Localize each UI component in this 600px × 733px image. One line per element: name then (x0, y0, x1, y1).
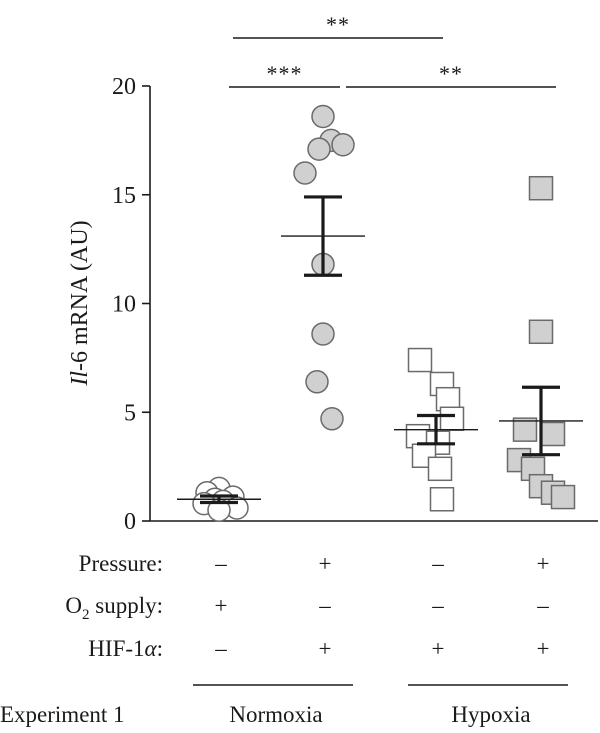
condition-value: + (537, 551, 550, 576)
y-tick-label: 20 (112, 74, 136, 100)
data-point-group-2 (320, 407, 344, 431)
condition-value: – (431, 551, 444, 576)
condition-label-o2: O2 supply: (65, 593, 163, 623)
condition-value: – (431, 593, 444, 618)
significance-layer: ***** ** (229, 12, 556, 88)
y-axis-label-rest: -6 mRNA (AU) (67, 220, 93, 371)
condition-label-hif: HIF-1α: (88, 636, 163, 661)
condition-value: + (537, 636, 550, 661)
condition-value: – (318, 593, 331, 618)
condition-value: – (536, 593, 549, 618)
points-layer (192, 104, 576, 522)
condition-label-pressure: Pressure: (79, 551, 163, 576)
significance-label: *** (267, 61, 303, 86)
condition-value: – (214, 551, 227, 576)
data-point-group-2 (305, 370, 329, 394)
data-point-group-4 (540, 421, 566, 447)
hif-label-italic: α (145, 636, 158, 661)
y-tick-label: 5 (124, 400, 136, 426)
data-point-group-2 (331, 132, 355, 157)
condition-value: + (215, 593, 228, 618)
experiment-label: Experiment 1 (0, 702, 125, 727)
y-tick-label: 0 (124, 509, 136, 535)
data-point-group-3 (427, 456, 453, 482)
data-point-group-2 (311, 104, 335, 129)
data-point-group-3 (407, 347, 433, 373)
axes-layer: Il-6 mRNA (AU) (67, 86, 598, 522)
data-point-group-2 (307, 137, 331, 161)
data-point-group-4 (528, 319, 554, 345)
condition-value: + (432, 636, 445, 661)
y-axis-label-italic: Il (67, 371, 93, 387)
mean-error-layer (177, 195, 583, 505)
data-point-group-4 (550, 484, 576, 510)
hif-label-rest: : (157, 636, 163, 661)
significance-label: ** (326, 12, 350, 37)
hypoxia-header: Hypoxia (451, 702, 530, 727)
o2-label-main: O (65, 593, 82, 618)
y-tick-label: 10 (112, 292, 136, 318)
tick-layer: 0 5 10 15 20 (112, 74, 150, 535)
y-tick-label: 15 (112, 183, 136, 209)
data-point-group-4 (512, 417, 538, 442)
conditions-table: Pressure: O2 supply: HIF-1α: Experiment … (0, 551, 568, 727)
data-point-group-2 (293, 161, 317, 185)
data-point-group-2 (311, 322, 335, 346)
significance-label: ** (439, 61, 463, 86)
condition-value: – (214, 636, 227, 661)
data-point-group-3 (429, 487, 455, 512)
y-axis-label: Il-6 mRNA (AU) (67, 220, 93, 386)
data-point-group-4 (528, 175, 554, 201)
data-point-group-3 (439, 406, 465, 432)
o2-label-rest: supply: (90, 593, 163, 618)
condition-value: + (319, 551, 332, 576)
o2-label-sub: 2 (82, 607, 90, 623)
normoxia-header: Normoxia (229, 702, 322, 727)
condition-value: + (319, 636, 332, 661)
hif-label-main: HIF-1 (88, 636, 144, 661)
